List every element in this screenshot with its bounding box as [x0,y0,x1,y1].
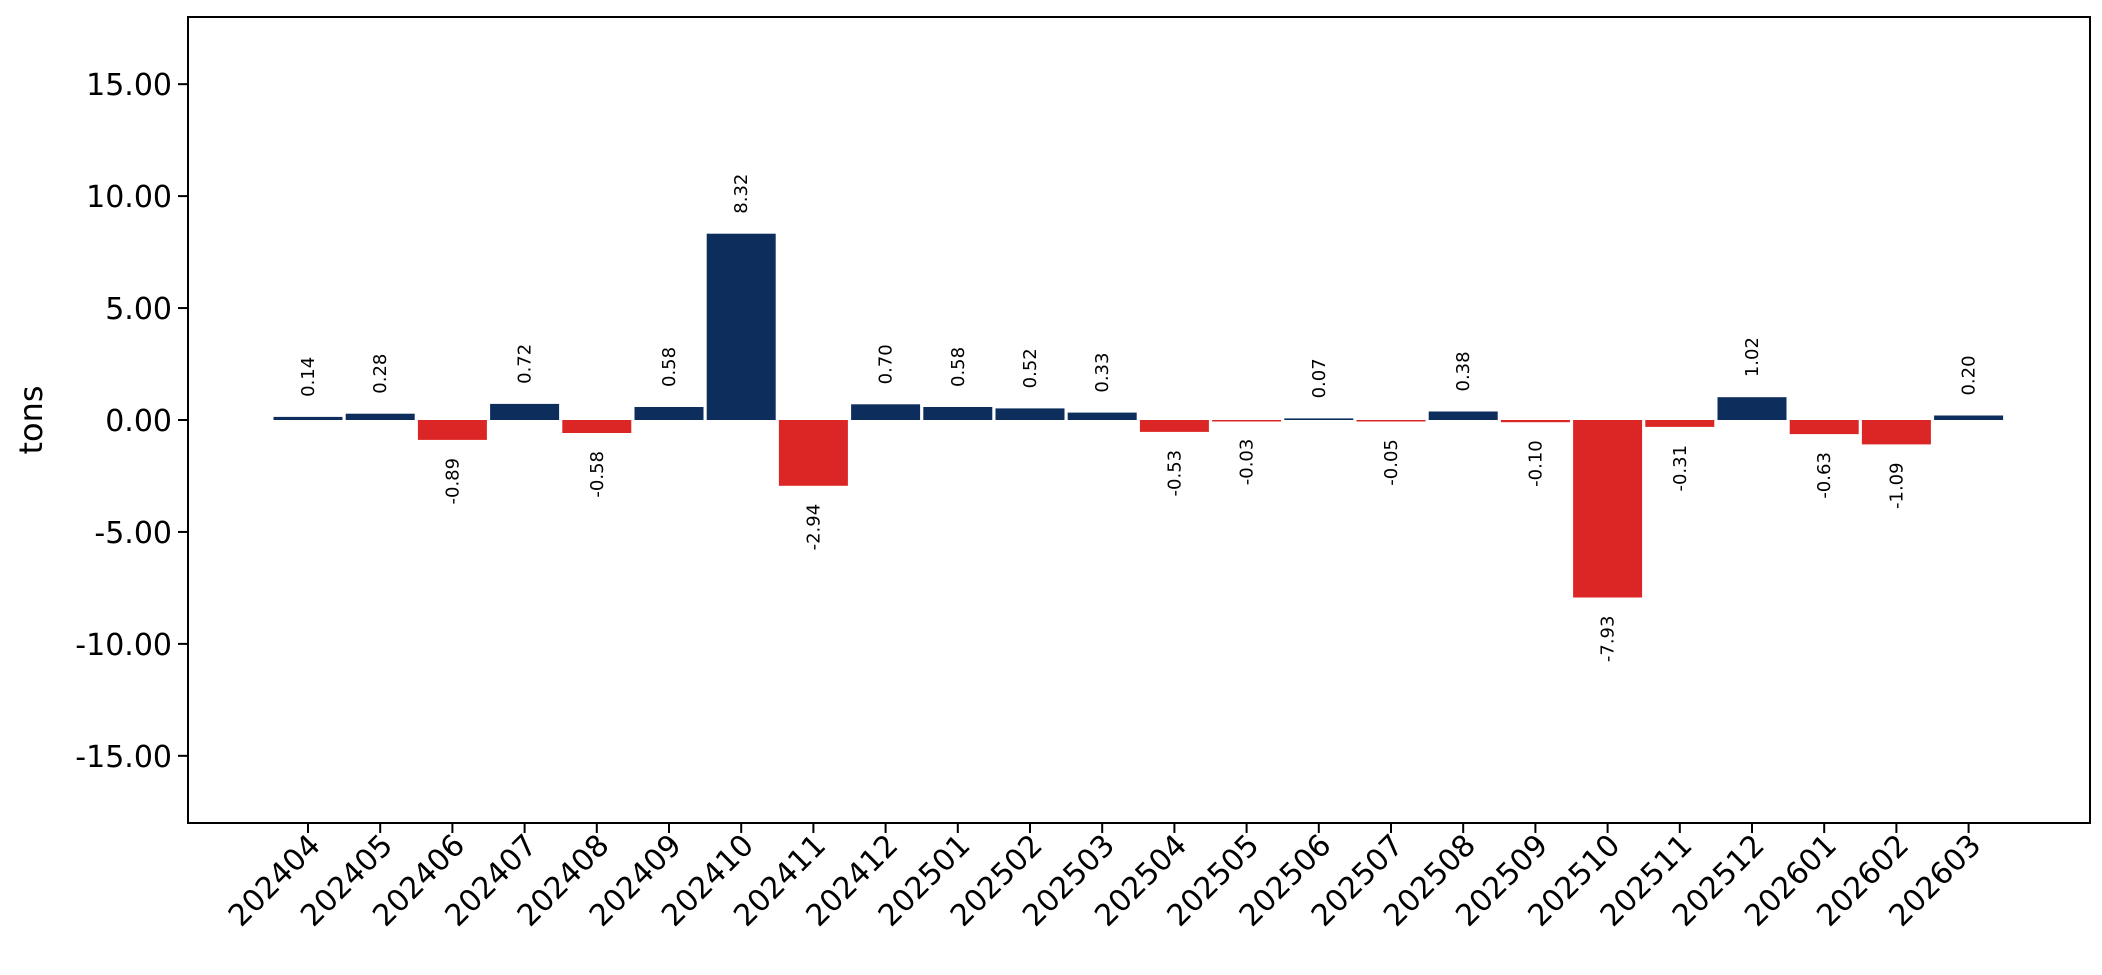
bar-value-label-202508: 0.38 [1453,351,1474,391]
y-tick-label: 5.00 [105,292,172,327]
bar-202510 [1573,420,1643,598]
y-axis-label: tons [12,385,50,454]
bar-202411 [778,420,848,486]
bar-value-label-202410: 8.32 [731,174,752,214]
y-tick-label: 0.00 [105,404,172,439]
bar-202410 [706,233,776,420]
bar-202409 [634,407,704,420]
bar-202504 [1139,420,1209,432]
bar-202506 [1284,418,1354,420]
bar-202407 [490,403,560,420]
bar-202508 [1428,411,1498,420]
bar-202512 [1717,397,1787,420]
bar-value-label-202507: -0.05 [1381,439,1402,486]
bar-202509 [1500,420,1570,423]
bar-value-label-202411: -2.94 [803,504,824,551]
bar-202404 [273,416,343,420]
bar-202405 [345,413,415,420]
plot-frame [187,16,2091,824]
bar-value-label-202506: 0.07 [1309,358,1330,398]
bar-value-label-202504: -0.53 [1164,450,1185,497]
bar-202503 [1067,412,1137,420]
bar-value-label-202603: 0.20 [1959,355,1980,395]
bar-value-label-202502: 0.52 [1020,348,1041,388]
y-tick-label: 15.00 [86,68,172,103]
bar-202502 [995,408,1065,420]
bar-value-label-202509: -0.10 [1525,440,1546,487]
bar-202412 [851,404,921,420]
bar-value-label-202407: 0.72 [515,344,536,384]
bar-value-label-202412: 0.70 [876,344,897,384]
y-tick-label: -10.00 [75,628,172,663]
x-axis: 2024042024052024062024072024082024092024… [222,823,1988,934]
bar-labels-layer: 0.14 0.28 -0.89 0.72 -0.58 0.58 8.32 -2.94 0.70 0… [298,174,1980,662]
y-tick-label: 10.00 [86,180,172,215]
bar-value-label-202601: -0.63 [1814,452,1835,499]
bar-value-label-202510: -7.93 [1598,616,1619,663]
bar-value-label-202406: -0.89 [442,458,463,505]
y-tick-label: -15.00 [75,740,172,775]
bar-value-label-202404: 0.14 [298,357,319,397]
y-axis: 15.00 10.00 5.00 0.00 -5.00 -10.00 -15.00 [75,68,188,775]
bar-202603 [1934,415,2004,420]
bars-layer [273,233,2004,598]
bar-value-label-202503: 0.33 [1092,353,1113,393]
bar-202406 [417,420,487,440]
bar-202408 [562,420,632,433]
bar-value-label-202602: -1.09 [1886,462,1907,509]
bar-202507 [1356,420,1426,422]
bar-value-label-202409: 0.58 [659,347,680,387]
bar-202505 [1212,420,1282,422]
bar-202601 [1789,420,1859,435]
bar-202602 [1861,420,1931,445]
bar-202511 [1645,420,1715,427]
bar-value-label-202408: -0.58 [587,451,608,498]
y-tick-label: -5.00 [94,516,172,551]
bar-value-label-202511: -0.31 [1670,445,1691,492]
bar-202501 [923,407,993,420]
bar-value-label-202505: -0.03 [1237,439,1258,486]
bar-value-label-202405: 0.28 [370,354,391,394]
bar-value-label-202512: 1.02 [1742,337,1763,377]
bar-value-label-202501: 0.58 [948,347,969,387]
